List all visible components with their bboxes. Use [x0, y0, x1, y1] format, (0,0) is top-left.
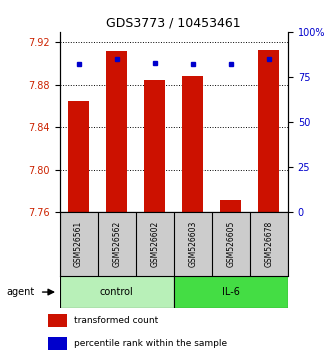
Text: agent: agent [7, 287, 35, 297]
Bar [60, 276, 174, 308]
Bar [144, 80, 165, 212]
Text: IL-6: IL-6 [222, 287, 240, 297]
Bar [48, 337, 67, 350]
Text: GSM526678: GSM526678 [264, 221, 273, 267]
Bar [106, 51, 127, 212]
Bar [48, 314, 67, 327]
Text: GSM526603: GSM526603 [188, 221, 197, 268]
Text: transformed count: transformed count [74, 316, 159, 325]
Text: GSM526605: GSM526605 [226, 221, 235, 268]
Bar [220, 200, 241, 212]
Text: percentile rank within the sample: percentile rank within the sample [74, 339, 227, 348]
Text: GSM526602: GSM526602 [150, 221, 159, 267]
Text: control: control [100, 287, 133, 297]
Bar [259, 50, 279, 212]
Text: GSM526561: GSM526561 [74, 221, 83, 267]
Bar [174, 276, 288, 308]
Bar [68, 101, 89, 212]
Text: GSM526562: GSM526562 [112, 221, 121, 267]
Bar [182, 76, 203, 212]
Title: GDS3773 / 10453461: GDS3773 / 10453461 [107, 16, 241, 29]
